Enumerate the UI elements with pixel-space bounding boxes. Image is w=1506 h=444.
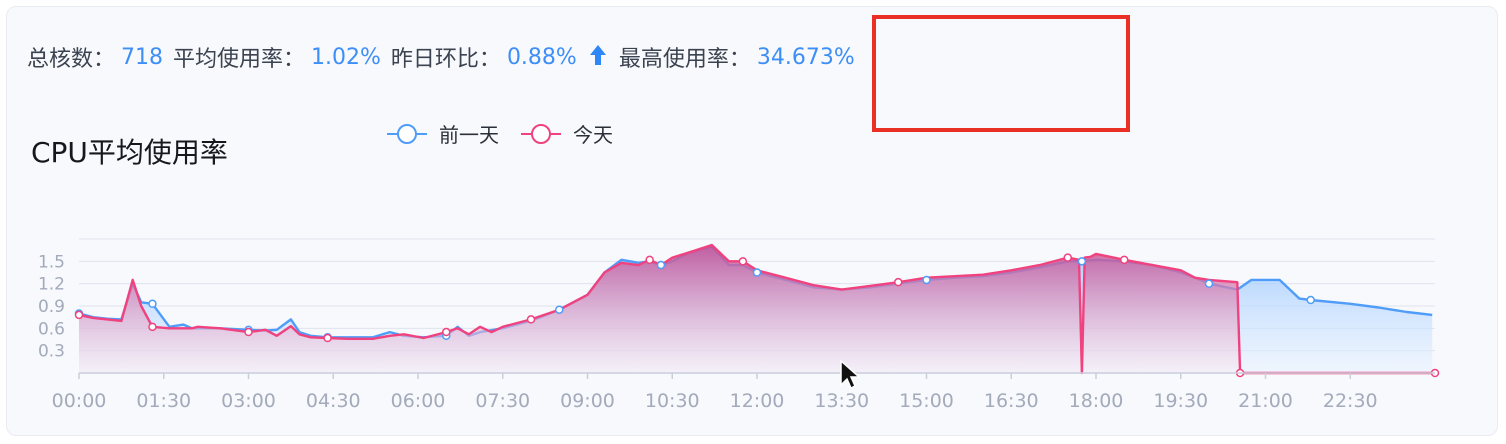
- data-point[interactable]: [738, 257, 748, 266]
- x-tick-label: 15:00: [899, 390, 954, 412]
- x-tick-label: 22:30: [1323, 390, 1378, 412]
- y-tick-label: 0.3: [38, 342, 65, 362]
- data-point[interactable]: [1306, 295, 1315, 305]
- data-point[interactable]: [1204, 279, 1214, 288]
- data-point[interactable]: [656, 260, 666, 270]
- chart-legend: 前一天 今天: [387, 119, 635, 148]
- data-point[interactable]: [148, 299, 157, 309]
- dod-label: 昨日环比：: [390, 47, 501, 72]
- y-tick-label: 0.9: [38, 297, 65, 317]
- x-tick-label: 06:00: [391, 390, 446, 412]
- data-point[interactable]: [244, 327, 253, 337]
- x-tick-label: 18:00: [1069, 390, 1124, 412]
- x-tick-label: 07:30: [475, 390, 530, 412]
- x-tick-label: 21:00: [1238, 390, 1293, 412]
- x-tick-label: 12:00: [730, 390, 785, 412]
- chart-title: CPU平均使用率: [31, 136, 228, 169]
- cpu-usage-area-chart[interactable]: 0.3 0.60.91.2 1.5 00:00 01:30 03:00 04:30 06:00…: [7, 7, 1498, 436]
- legend-item-today[interactable]: 今天: [521, 119, 613, 148]
- total-cores-value: 718: [121, 44, 164, 70]
- series-layer: [74, 243, 1440, 378]
- y-tick-label: 0.6: [38, 319, 65, 339]
- legend-swatch-yesterday: [387, 122, 427, 146]
- x-tick-label: 09:00: [560, 390, 615, 412]
- max-usage-label: 最高使用率：: [618, 47, 751, 72]
- dod-value: 0.88%: [506, 44, 577, 70]
- axes: 0.3 0.60.91.2 1.5 00:00 01:30 03:00 04:30 06:00…: [38, 252, 1435, 412]
- x-tick-label: 03:00: [221, 390, 276, 412]
- data-point[interactable]: [894, 277, 903, 287]
- arrow-up-icon: [589, 44, 607, 71]
- legend-label-yesterday: 前一天: [439, 123, 499, 147]
- x-tick-label: 13:30: [814, 390, 869, 412]
- data-point[interactable]: [645, 255, 654, 265]
- data-point[interactable]: [1077, 257, 1087, 266]
- legend-label-today: 今天: [573, 123, 613, 147]
- x-tick-label: 19:30: [1153, 390, 1208, 412]
- max-usage-value: 34.673%: [756, 44, 855, 70]
- avg-usage-value: 1.02%: [311, 44, 381, 70]
- x-tick-label: 04:30: [306, 390, 361, 412]
- legend-item-yesterday[interactable]: 前一天: [387, 119, 499, 148]
- avg-usage-label: 平均使用率：: [173, 47, 306, 72]
- data-point[interactable]: [323, 333, 332, 343]
- mouse-pointer-icon: [839, 359, 861, 395]
- total-cores-label: 总核数：: [27, 47, 116, 72]
- data-point[interactable]: [526, 315, 536, 324]
- y-tick-label: 1.2: [38, 275, 65, 295]
- cpu-usage-card: 总核数： 718 平均使用率： 1.02% 昨日环比： 0.88% 最高使用率：…: [6, 6, 1498, 436]
- y-tick-label: 1.5: [38, 252, 65, 272]
- data-point[interactable]: [922, 275, 931, 285]
- data-point[interactable]: [442, 327, 451, 337]
- data-point[interactable]: [1063, 253, 1072, 262]
- data-point[interactable]: [752, 268, 762, 277]
- x-tick-label: 10:30: [645, 390, 700, 412]
- x-tick-label: 00:00: [52, 390, 107, 412]
- data-point[interactable]: [148, 322, 157, 332]
- x-tick-label: 01:30: [136, 390, 191, 412]
- series-area-1: [79, 245, 1435, 373]
- data-point[interactable]: [1120, 255, 1129, 265]
- data-point[interactable]: [74, 310, 84, 320]
- legend-swatch-today: [521, 122, 561, 146]
- stats-bar: 总核数： 718 平均使用率： 1.02% 昨日环比： 0.88% 最高使用率：…: [27, 37, 865, 77]
- x-tick-label: 16:30: [984, 390, 1039, 412]
- data-point[interactable]: [555, 305, 564, 314]
